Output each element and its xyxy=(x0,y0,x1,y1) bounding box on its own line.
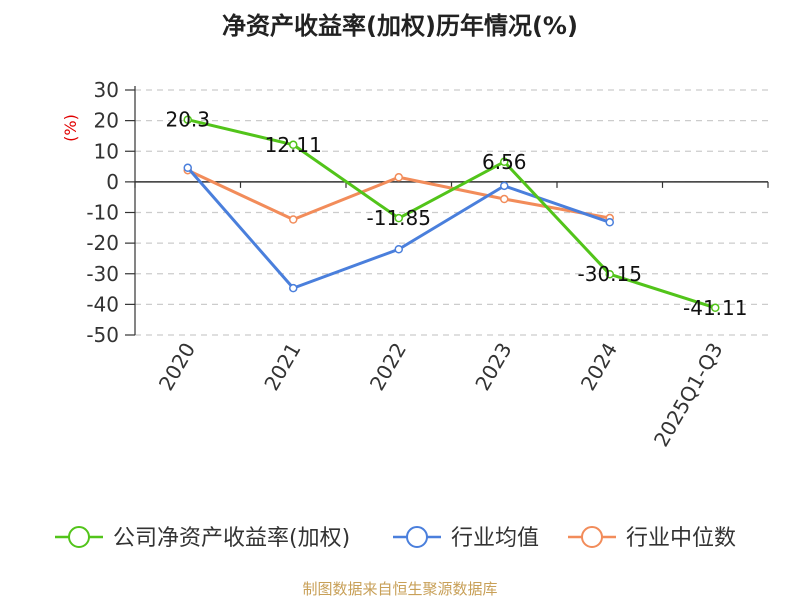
y-tick-label: -10 xyxy=(86,201,119,225)
data-labels: 20.3 12.11 -11.85 6.56 -30.15 -41.11 xyxy=(165,108,747,320)
legend: 公司净资产收益率(加权) 行业均值 行业中位数 xyxy=(55,526,736,551)
x-tick-label: 2022 xyxy=(365,339,411,395)
legend-marker xyxy=(581,526,603,548)
y-tick-label: 20 xyxy=(94,109,119,133)
y-tick-label: -40 xyxy=(86,292,119,316)
data-point xyxy=(183,115,192,124)
y-tick-label: 10 xyxy=(94,139,119,163)
data-point xyxy=(605,218,614,227)
y-tick-label: -20 xyxy=(86,231,119,255)
legend-marker xyxy=(406,526,428,548)
axes: 30 20 10 0 -10 -20 -30 -40 -50 2020 2021 2022 2023 20… xyxy=(86,78,769,451)
data-point xyxy=(394,173,403,182)
data-point xyxy=(394,245,403,254)
data-point xyxy=(500,194,509,204)
data-label: -30.15 xyxy=(578,262,642,286)
x-tick-label: 2021 xyxy=(259,339,305,395)
y-tick-label: -50 xyxy=(86,323,119,347)
chart-title: 净资产收益率(加权)历年情况(%) xyxy=(222,12,578,40)
legend-label: 行业均值 xyxy=(451,526,539,551)
x-tick-label: 2023 xyxy=(470,339,516,395)
source-note: 制图数据来自恒生聚源数据库 xyxy=(302,580,497,598)
data-label: -41.11 xyxy=(683,296,747,320)
data-point xyxy=(183,163,192,173)
data-point xyxy=(289,283,298,293)
legend-marker xyxy=(68,526,90,548)
y-tick-label: 0 xyxy=(106,170,119,194)
series-lines xyxy=(183,115,720,313)
x-tick-label: 2020 xyxy=(154,339,200,395)
data-label: 20.3 xyxy=(165,108,210,132)
data-point xyxy=(711,303,720,313)
legend-label: 公司净资产收益率(加权) xyxy=(113,526,350,551)
data-label: 6.56 xyxy=(482,150,527,174)
series-line xyxy=(187,118,716,310)
data-label: -11.85 xyxy=(367,206,431,230)
data-point xyxy=(394,213,403,223)
legend-label: 行业中位数 xyxy=(626,526,736,551)
grid-lines xyxy=(135,89,768,336)
x-tick-label: 2024 xyxy=(576,339,622,395)
y-axis-unit: (%) xyxy=(61,114,80,142)
data-point xyxy=(500,181,509,191)
data-label: 12.11 xyxy=(265,133,322,157)
data-point xyxy=(289,140,298,150)
y-tick-label: -30 xyxy=(86,262,119,286)
x-tick-label: 2025Q1-Q3 xyxy=(649,339,728,451)
y-tick-label: 30 xyxy=(94,78,119,102)
data-point xyxy=(500,157,509,167)
data-point xyxy=(289,215,298,224)
data-point xyxy=(605,269,614,279)
